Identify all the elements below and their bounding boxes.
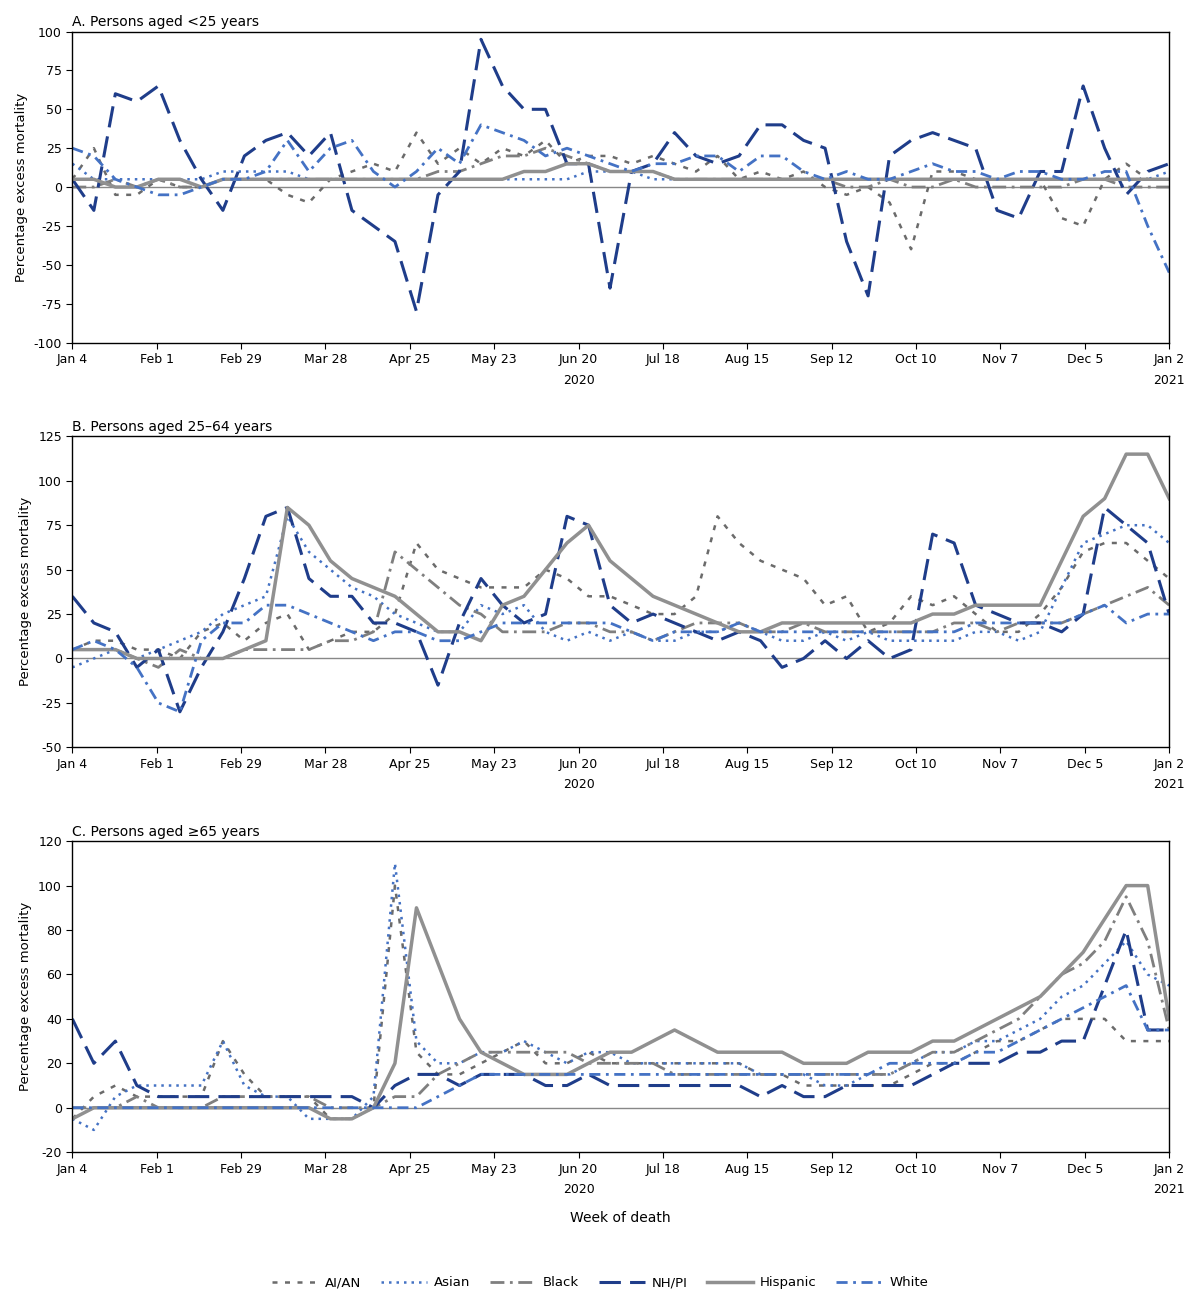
Text: B. Persons aged 25–64 years: B. Persons aged 25–64 years [72, 420, 272, 433]
Text: 2020: 2020 [563, 373, 594, 386]
Y-axis label: Percentage excess mortality: Percentage excess mortality [19, 497, 32, 686]
Y-axis label: Percentage excess mortality: Percentage excess mortality [14, 93, 28, 282]
Text: 2021: 2021 [1153, 1184, 1186, 1197]
Text: 2020: 2020 [563, 1184, 594, 1197]
Y-axis label: Percentage excess mortality: Percentage excess mortality [19, 902, 32, 1091]
Text: A. Persons aged <25 years: A. Persons aged <25 years [72, 14, 259, 29]
Text: C. Persons aged ≥65 years: C. Persons aged ≥65 years [72, 825, 260, 839]
X-axis label: 

Week of death: Week of death [570, 1178, 671, 1225]
Text: 2020: 2020 [563, 779, 594, 791]
Legend: AI/AN, Asian, Black, NH/PI, Hispanic, White: AI/AN, Asian, Black, NH/PI, Hispanic, Wh… [266, 1271, 934, 1295]
Text: 2021: 2021 [1153, 373, 1186, 386]
Text: 2021: 2021 [1153, 779, 1186, 791]
